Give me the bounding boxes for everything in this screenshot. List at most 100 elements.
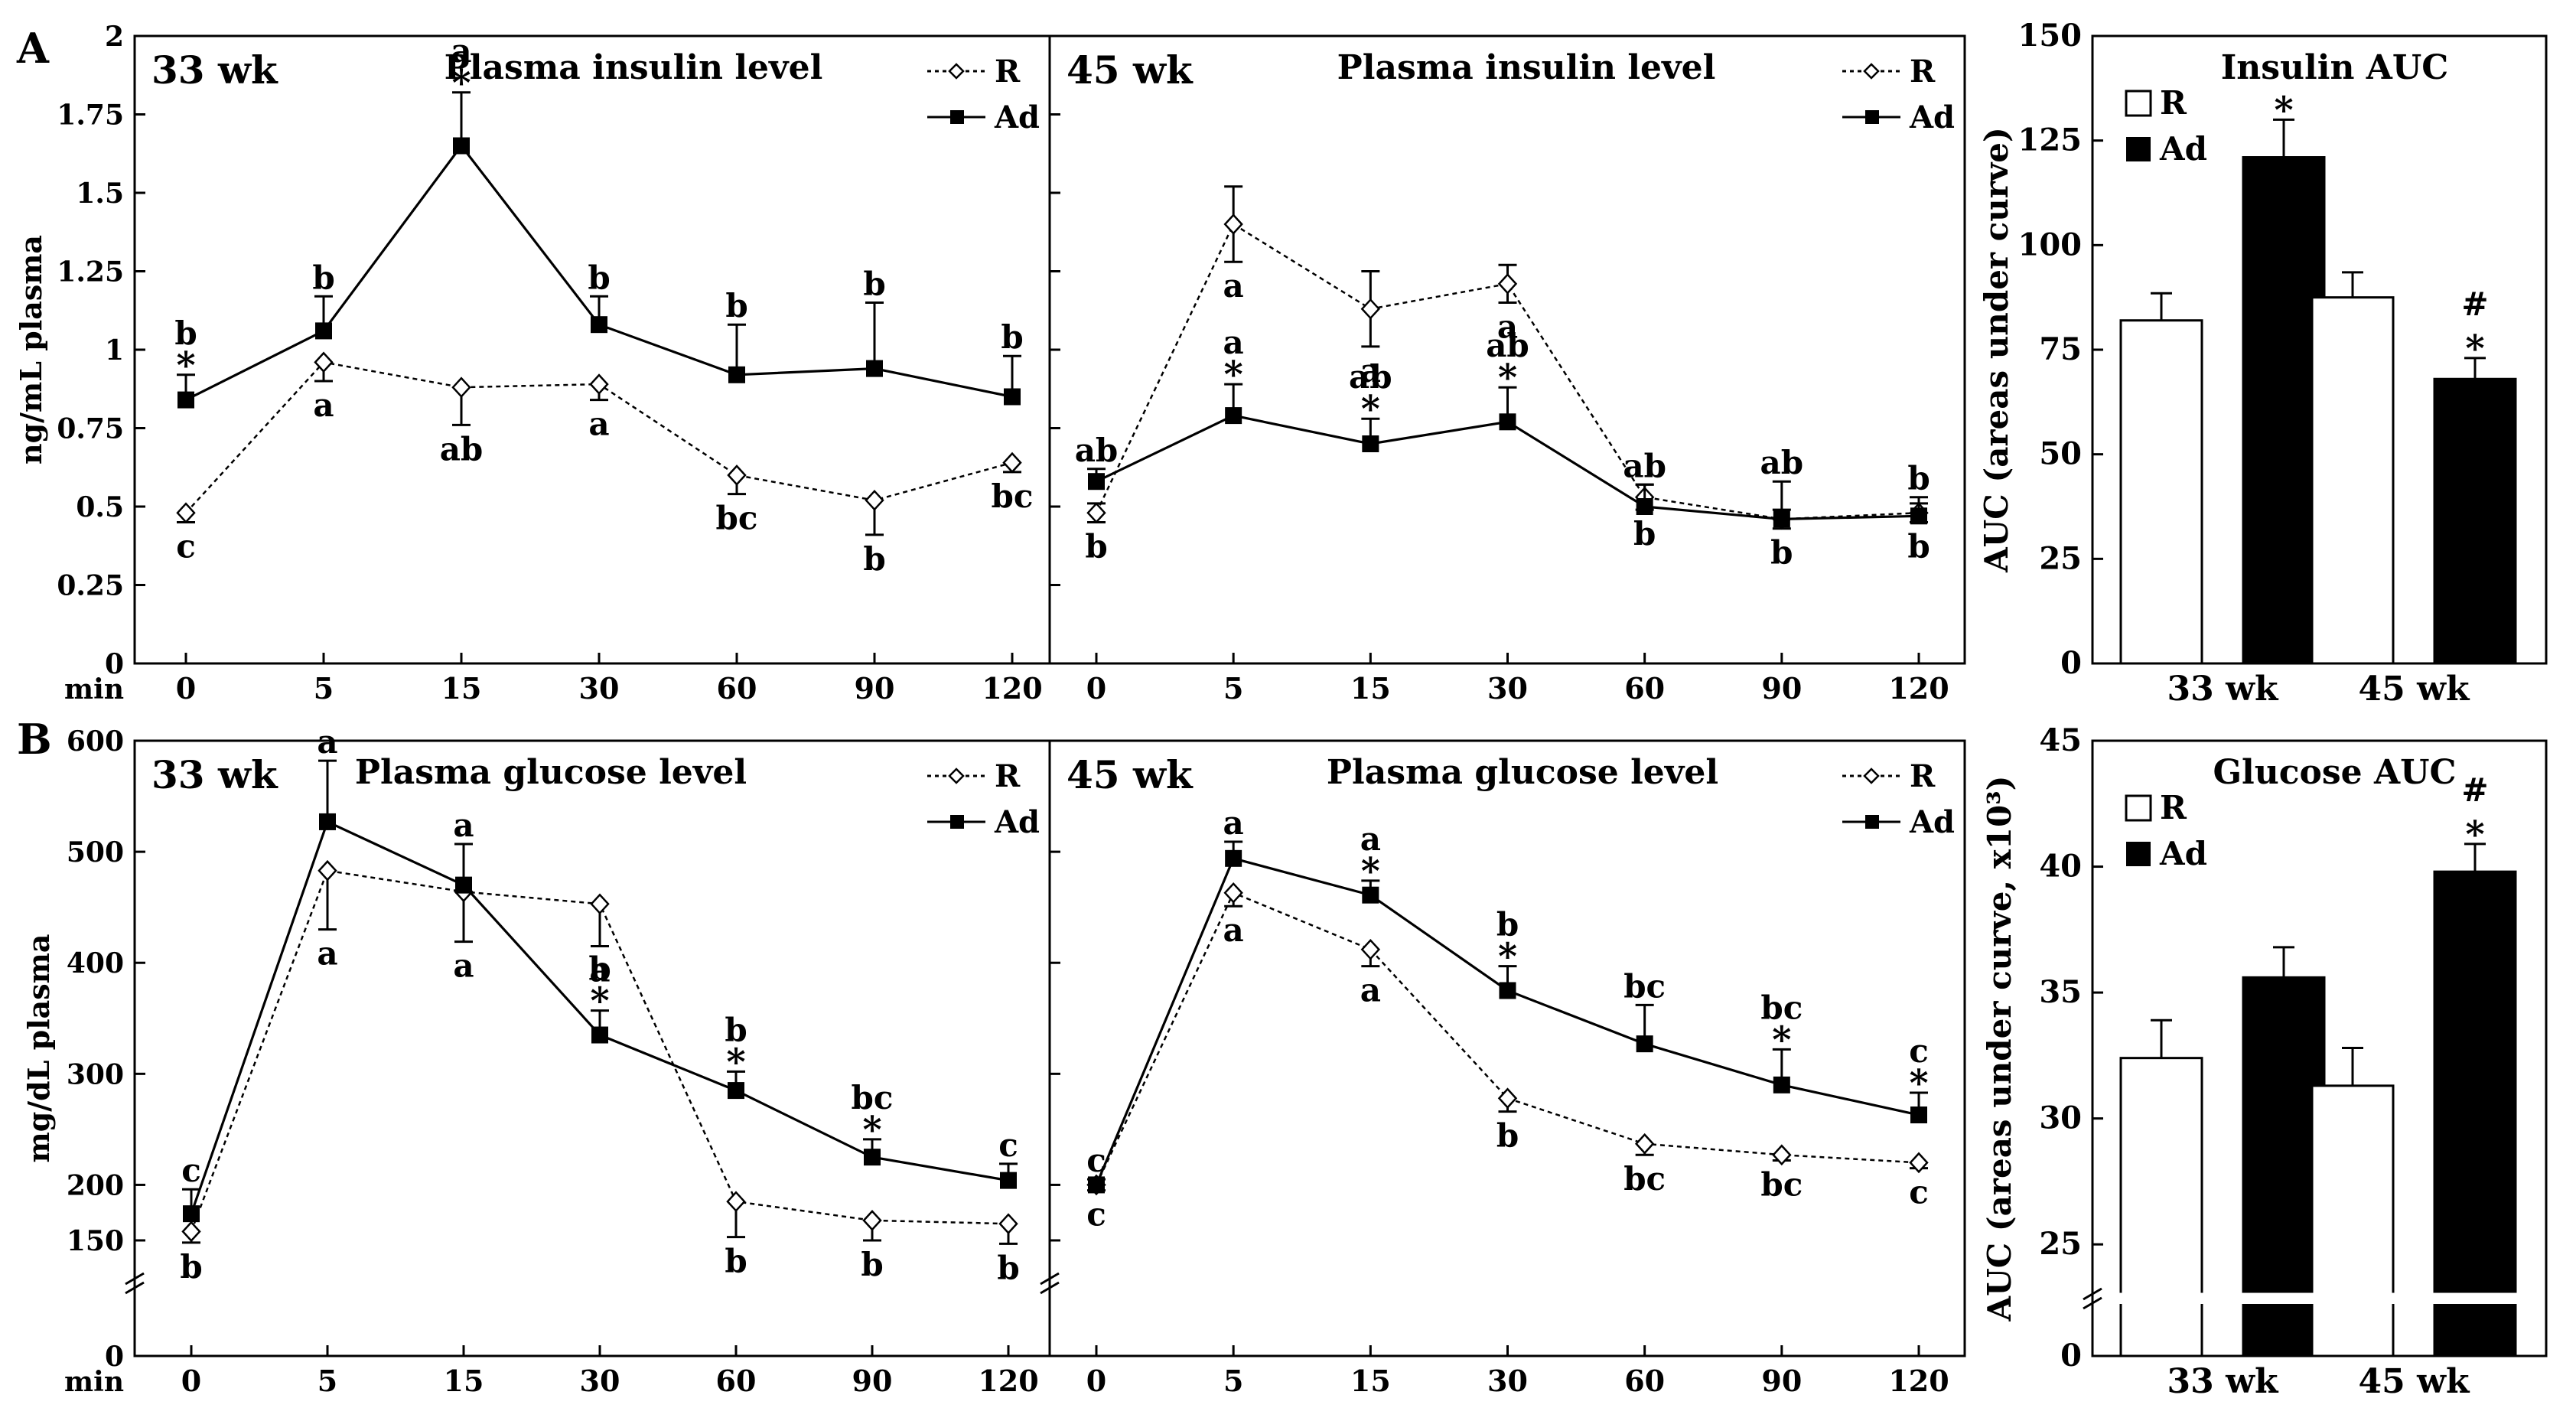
glucose_45-xtick-label: 0	[1086, 1364, 1106, 1398]
insulin_45-point-r	[1086, 502, 1106, 524]
insulin_45-letter-ad: ab	[1075, 432, 1119, 469]
glucose_45-legend-marker-r	[1863, 768, 1880, 784]
glucose_45-letter-ad: c	[1909, 1032, 1929, 1070]
insulin_33-point-ad	[315, 322, 332, 340]
insulin_auc-ylabel: AUC (areas under curve)	[1978, 127, 2015, 573]
insulin_45-point-r	[1360, 298, 1381, 320]
glucose_33-letter-r: a	[453, 947, 474, 985]
glucose_45-title: Plasma glucose level	[1327, 753, 1718, 792]
glucose_33-point-r	[862, 1210, 882, 1231]
glucose_auc-axis-break-slash-1	[2083, 1287, 2102, 1301]
insulin_45-letter-r: a	[1497, 308, 1518, 346]
glucose_45-letter-ad: b	[1496, 906, 1519, 944]
insulin_auc-bar-r	[2311, 296, 2395, 665]
insulin_33-letter-r: b	[863, 540, 885, 578]
glucose_auc-ytick-label: 40	[2039, 849, 2082, 885]
glucose_45-letter-ad: a	[1360, 820, 1381, 858]
insulin_45-legend-marker-r	[1863, 63, 1880, 80]
glucose_45-point-r	[1909, 1152, 1929, 1174]
insulin_33-point-r	[314, 351, 334, 373]
glucose_45-letter-r: c	[1909, 1174, 1929, 1211]
insulin_auc-category-label: 33 wk	[2167, 670, 2279, 709]
insulin_33-letter-r: a	[588, 406, 609, 443]
glucose_33-axis-break-slash-2	[125, 1281, 145, 1295]
glucose_33-letter-r: b	[861, 1246, 883, 1283]
insulin_auc-legend-label-ad: Ad	[2159, 130, 2207, 168]
insulin_45-letter-ad: a	[1223, 324, 1244, 361]
glucose_45-point-ad	[1636, 1035, 1653, 1053]
glucose_45-point-ad	[1773, 1076, 1790, 1093]
glucose_33-point-r	[318, 859, 337, 882]
glucose_auc-category-label: 33 wk	[2167, 1362, 2279, 1401]
insulin_33-point-r	[865, 489, 884, 511]
insulin_45-letter-ad: ab	[1349, 358, 1392, 396]
glucose_auc-title: Glucose AUC	[2213, 753, 2456, 792]
insulin_33-letter-ad: b	[312, 259, 334, 296]
insulin_33-xtick-label: 120	[982, 671, 1042, 706]
insulin_33-ytick-label: 2	[105, 21, 124, 53]
glucose_45-point-r	[1772, 1144, 1792, 1166]
glucose_45-xtick-label: 90	[1761, 1364, 1802, 1398]
insulin_33-letter-ad: b	[725, 287, 747, 324]
glucose_45-point-ad	[1910, 1106, 1927, 1124]
glucose_33-point-ad	[183, 1205, 200, 1223]
insulin_auc-ytick-label: 150	[2018, 18, 2083, 54]
glucose_45-letter-ad: bc	[1623, 967, 1666, 1005]
glucose_auc-legend-label-ad: Ad	[2159, 835, 2207, 872]
glucose_auc-ytick-label: 35	[2039, 974, 2082, 1010]
insulin_33-ytick-label: 0.25	[57, 570, 124, 602]
insulin_33-title: Plasma insulin level	[445, 48, 823, 87]
glucose_45-point-r	[1497, 1087, 1518, 1110]
insulin_auc-title: Insulin AUC	[2221, 48, 2449, 87]
insulin_45-legend-label-ad: Ad	[1909, 99, 1955, 135]
insulin_45-point-ad	[1225, 407, 1242, 425]
insulin_45-letter-ad: ab	[1623, 447, 1666, 484]
glucose_33-legend-marker-ad	[950, 815, 964, 829]
insulin_45-point-ad	[1088, 473, 1105, 491]
glucose_33-letter-r: a	[589, 951, 610, 989]
glucose_45-letter-r: b	[1496, 1117, 1519, 1155]
glucose_33-letter-r: b	[180, 1248, 202, 1286]
glucose_auc-ytick-label: 45	[2039, 722, 2082, 758]
insulin_auc-bar-ad	[2433, 377, 2517, 665]
insulin_33-ytick-label: 1	[105, 334, 124, 367]
insulin_33-letter-ad: b	[1001, 318, 1023, 356]
insulin_auc-ytick-label: 100	[2018, 227, 2083, 262]
glucose_33-point-ad	[455, 876, 472, 894]
insulin_33-legend-marker-r	[948, 63, 965, 80]
glucose_45-letter-r: c	[1086, 1196, 1106, 1234]
insulin_33-point-ad	[1004, 388, 1021, 406]
glucose_45-point-r	[1223, 882, 1243, 904]
insulin_45-point-r	[1223, 213, 1243, 235]
insulin_33-ytick-label: 0.5	[76, 491, 124, 523]
insulin_45-point-ad	[1773, 510, 1790, 528]
insulin_33-letter-ad: a	[451, 32, 471, 70]
glucose_33-ytick-label: 400	[67, 947, 124, 979]
glucose_45-letter-r: a	[1360, 972, 1381, 1009]
glucose_33-point-r	[590, 893, 610, 915]
insulin_33-xtick-label: 5	[314, 671, 334, 706]
insulin_33-week-label: 33 wk	[151, 47, 278, 93]
glucose_45-xtick-label: 5	[1223, 1364, 1243, 1398]
glucose_auc-ylabel: AUC (areas under curve, x10³)	[1981, 776, 2018, 1322]
glucose_45-point-ad	[1088, 1176, 1105, 1194]
glucose_45-letter-ad: c	[1086, 1142, 1106, 1179]
insulin_auc-ytick-label: 0	[2060, 645, 2082, 681]
glucose_45-point-ad	[1362, 886, 1379, 904]
insulin_45-xtick-label: 120	[1888, 671, 1949, 706]
glucose_auc-annotation-ad: *	[2465, 813, 2484, 856]
insulin_33-x-unit-label: min	[64, 673, 124, 706]
insulin_45-letter-r: a	[1223, 267, 1244, 305]
insulin_45-xtick-label: 30	[1487, 671, 1528, 706]
glucose_auc-category-label: 45 wk	[2359, 1362, 2470, 1401]
insulin_33-point-r	[1002, 451, 1022, 474]
insulin_45-letter-r: b	[1085, 528, 1107, 565]
glucose_45-point-ad	[1225, 849, 1242, 867]
glucose_33-letter-ad: bc	[852, 1079, 894, 1116]
glucose_33-ytick-label: 300	[67, 1058, 124, 1090]
insulin_45-point-r	[1497, 273, 1518, 295]
glucose_45-xtick-label: 30	[1487, 1364, 1528, 1398]
glucose_33-axis-break-slash-1	[125, 1272, 145, 1286]
glucose_auc-break-band	[2094, 1293, 2545, 1304]
insulin_auc-ytick-label: 25	[2039, 540, 2082, 576]
